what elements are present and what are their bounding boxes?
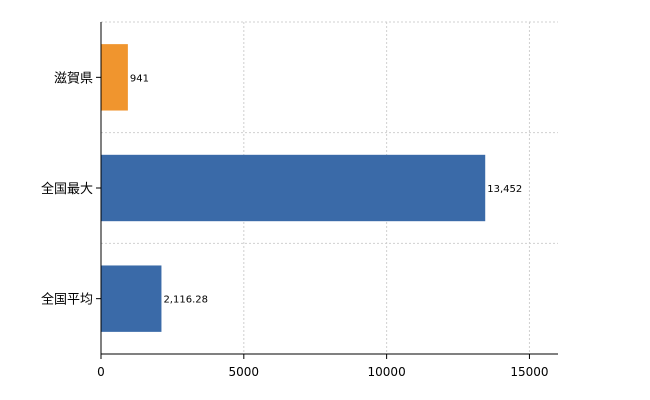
x-tick-label: 0 — [97, 365, 105, 379]
x-tick-label: 10000 — [368, 365, 406, 379]
value-label: 2,116.28 — [163, 295, 208, 306]
value-label: 13,452 — [487, 184, 522, 195]
value-label: 941 — [130, 73, 149, 84]
category-label: 全国平均 — [41, 292, 93, 308]
bar — [101, 154, 486, 222]
category-label: 滋賀県 — [54, 71, 93, 86]
category-label: 全国最大 — [41, 181, 93, 197]
bar — [101, 44, 128, 111]
labels: 0 5000 10000 15000 滋賀県 941 全国最大 13,452 全国平均 2,116… — [41, 71, 549, 379]
bars — [101, 44, 486, 332]
x-tick-label: 15000 — [510, 365, 548, 379]
grid-lines — [101, 21, 558, 354]
x-tick-label: 5000 — [229, 365, 260, 379]
bar — [101, 265, 162, 332]
